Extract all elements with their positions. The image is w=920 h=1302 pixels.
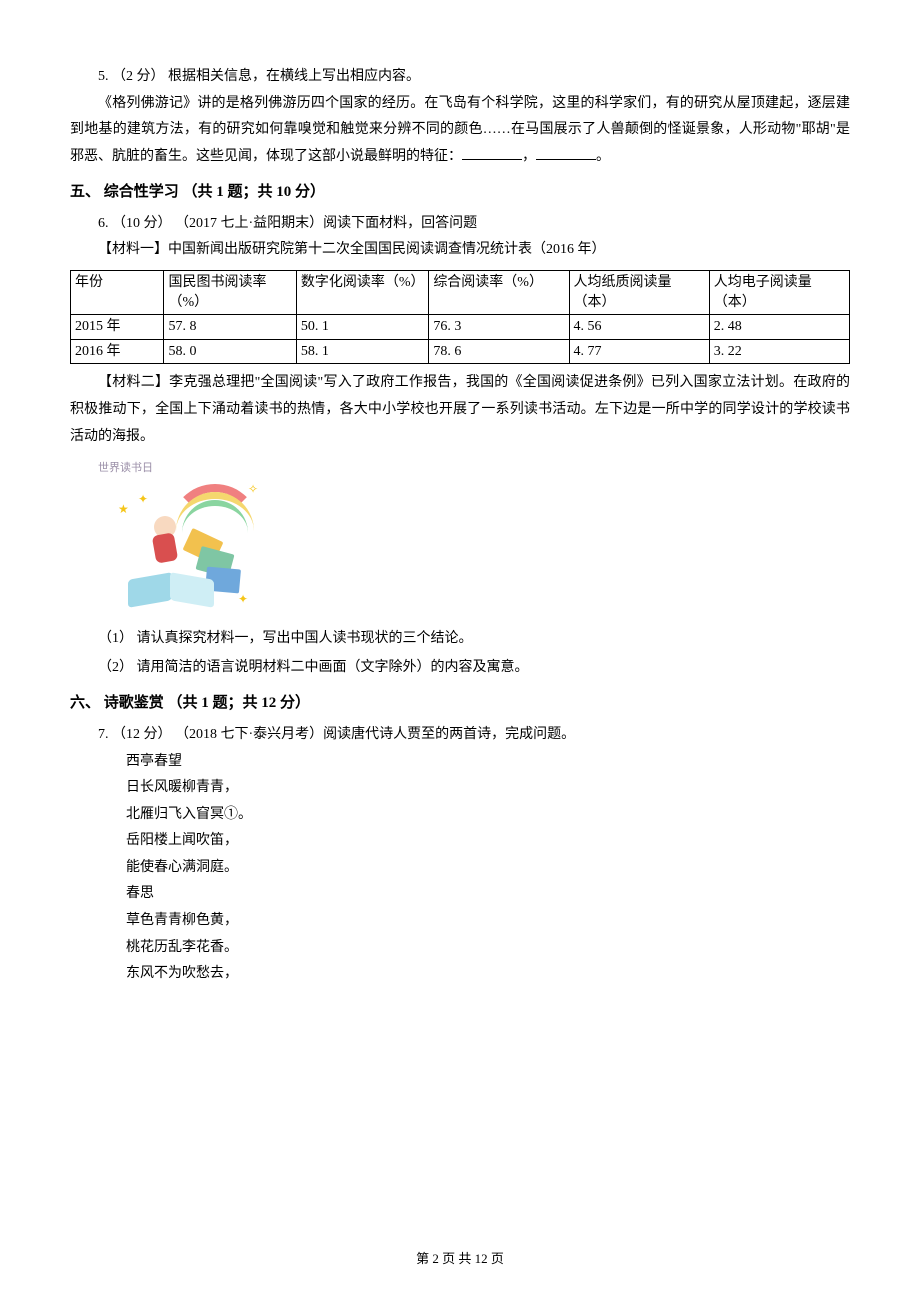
- section-6-title: 六、 诗歌鉴赏 （共 1 题；共 12 分）: [70, 689, 850, 718]
- poem-line: 能使春心满洞庭。: [70, 855, 850, 882]
- cell: 4. 56: [569, 315, 709, 340]
- poem-line: 岳阳楼上闻吹笛，: [70, 828, 850, 855]
- q6-material2: 【材料二】李克强总理把"全国阅读"写入了政府工作报告，我国的《全国阅读促进条例》…: [70, 370, 850, 450]
- cell: 2016 年: [71, 339, 164, 364]
- q6-sub2: （2） 请用简洁的语言说明材料二中画面（文字除外）的内容及寓意。: [70, 655, 850, 682]
- cell: 3. 22: [709, 339, 849, 364]
- poster-illustration: ★ ✦ ✧ ✦: [98, 458, 278, 618]
- q6-sub1: （1） 请认真探究材料一，写出中国人读书现状的三个结论。: [70, 626, 850, 653]
- cell: 50. 1: [296, 315, 428, 340]
- cell: 76. 3: [429, 315, 569, 340]
- cell: 78. 6: [429, 339, 569, 364]
- question-7: 7. （12 分） （2018 七下·泰兴月考）阅读唐代诗人贾至的两首诗，完成问…: [70, 722, 850, 988]
- star-icon: ★: [118, 498, 129, 521]
- q7-header: 7. （12 分） （2018 七下·泰兴月考）阅读唐代诗人贾至的两首诗，完成问…: [70, 722, 850, 749]
- girl-body: [152, 533, 179, 564]
- q6-header: 6. （10 分） （2017 七上·益阳期末）阅读下面材料，回答问题: [70, 211, 850, 238]
- page-footer: 第 2 页 共 12 页: [0, 1247, 920, 1272]
- poem-line: 日长风暖柳青青，: [70, 775, 850, 802]
- open-book-left: [128, 572, 172, 608]
- poem-line: 桃花历乱李花香。: [70, 935, 850, 962]
- th-book-rate: 国民图书阅读率（%）: [164, 271, 296, 315]
- table-row: 2016 年 58. 0 58. 1 78. 6 4. 77 3. 22: [71, 339, 850, 364]
- star-icon: ✦: [238, 588, 248, 611]
- cell: 58. 0: [164, 339, 296, 364]
- blank-1: [462, 146, 522, 160]
- th-ebook-amount: 人均电子阅读量（本）: [709, 271, 849, 315]
- poem-line: 草色青青柳色黄，: [70, 908, 850, 935]
- section-5-title: 五、 综合性学习 （共 1 题；共 10 分）: [70, 178, 850, 207]
- cell: 2. 48: [709, 315, 849, 340]
- poem2-title: 春思: [70, 881, 850, 908]
- blank-2: [536, 146, 596, 160]
- th-composite-rate: 综合阅读率（%）: [429, 271, 569, 315]
- reading-poster-image: 世界读书日 ★ ✦ ✧ ✦: [98, 458, 278, 618]
- cell: 57. 8: [164, 315, 296, 340]
- th-digital-rate: 数字化阅读率（%）: [296, 271, 428, 315]
- question-6: 6. （10 分） （2017 七上·益阳期末）阅读下面材料，回答问题 【材料一…: [70, 211, 850, 682]
- question-5: 5. （2 分） 根据相关信息，在横线上写出相应内容。 《格列佛游记》讲的是格列…: [70, 64, 850, 170]
- q5-body: 《格列佛游记》讲的是格列佛游历四个国家的经历。在飞岛有个科学院，这里的科学家们，…: [70, 91, 850, 171]
- poem-line: 北雁归飞入窅冥①。: [70, 802, 850, 829]
- table-header-row: 年份 国民图书阅读率（%） 数字化阅读率（%） 综合阅读率（%） 人均纸质阅读量…: [71, 271, 850, 315]
- poem1-title: 西亭春望: [70, 749, 850, 776]
- table-row: 2015 年 57. 8 50. 1 76. 3 4. 56 2. 48: [71, 315, 850, 340]
- reading-stats-table: 年份 国民图书阅读率（%） 数字化阅读率（%） 综合阅读率（%） 人均纸质阅读量…: [70, 270, 850, 364]
- cell: 2015 年: [71, 315, 164, 340]
- th-year: 年份: [71, 271, 164, 315]
- cell: 58. 1: [296, 339, 428, 364]
- poem-line: 东风不为吹愁去，: [70, 961, 850, 988]
- star-icon: ✦: [138, 488, 148, 511]
- star-icon: ✧: [248, 478, 258, 501]
- cell: 4. 77: [569, 339, 709, 364]
- th-paper-amount: 人均纸质阅读量（本）: [569, 271, 709, 315]
- q6-material1-label: 【材料一】中国新闻出版研究院第十二次全国国民阅读调查情况统计表（2016 年）: [70, 237, 850, 264]
- q5-text: 《格列佛游记》讲的是格列佛游历四个国家的经历。在飞岛有个科学院，这里的科学家们，…: [70, 96, 850, 164]
- q5-header: 5. （2 分） 根据相关信息，在横线上写出相应内容。: [70, 64, 850, 91]
